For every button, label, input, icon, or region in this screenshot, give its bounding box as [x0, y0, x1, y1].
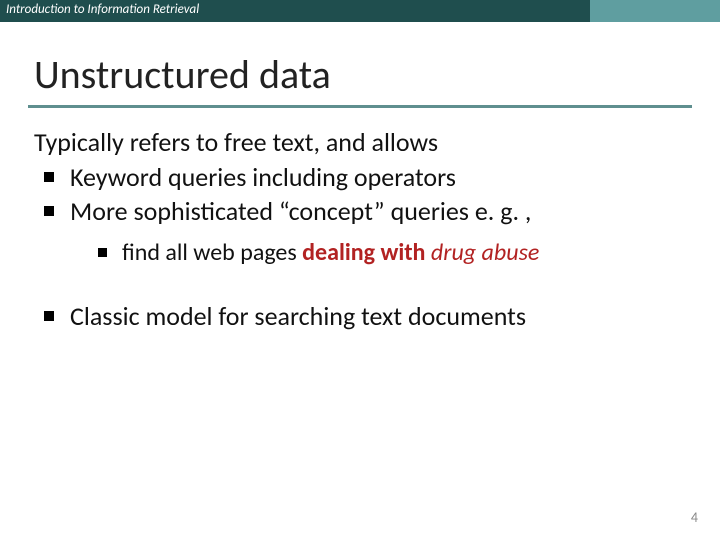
page-number: 4	[691, 509, 698, 526]
sub1-prefix: find all web pages	[122, 238, 302, 267]
bullet-3: Classic model for searching text documen…	[44, 300, 686, 333]
intro-text: Typically refers to free text, and allow…	[34, 126, 686, 159]
sub1-italic: drug abuse	[431, 238, 540, 267]
title-underline	[28, 105, 692, 108]
header-bar: Introduction to Information Retrieval	[0, 0, 720, 22]
sub1-bold: dealing with	[302, 238, 425, 267]
bullet-list: Keyword queries including operators More…	[44, 161, 686, 268]
course-title: Introduction to Information Retrieval	[6, 2, 199, 17]
sub-bullet-list: find all web pages dealing with drug abu…	[98, 238, 686, 268]
bullet-2-text: More sophisticated “concept” queries e. …	[70, 195, 531, 227]
header-accent	[590, 0, 720, 22]
slide-body: Typically refers to free text, and allow…	[34, 126, 686, 332]
bullet-1: Keyword queries including operators	[44, 161, 686, 194]
bullet-list-2: Classic model for searching text documen…	[44, 300, 686, 333]
spacer	[34, 270, 686, 298]
slide-title: Unstructured data	[34, 50, 720, 99]
sub-bullet-1: find all web pages dealing with drug abu…	[98, 238, 686, 268]
bullet-2: More sophisticated “concept” queries e. …	[44, 195, 686, 268]
